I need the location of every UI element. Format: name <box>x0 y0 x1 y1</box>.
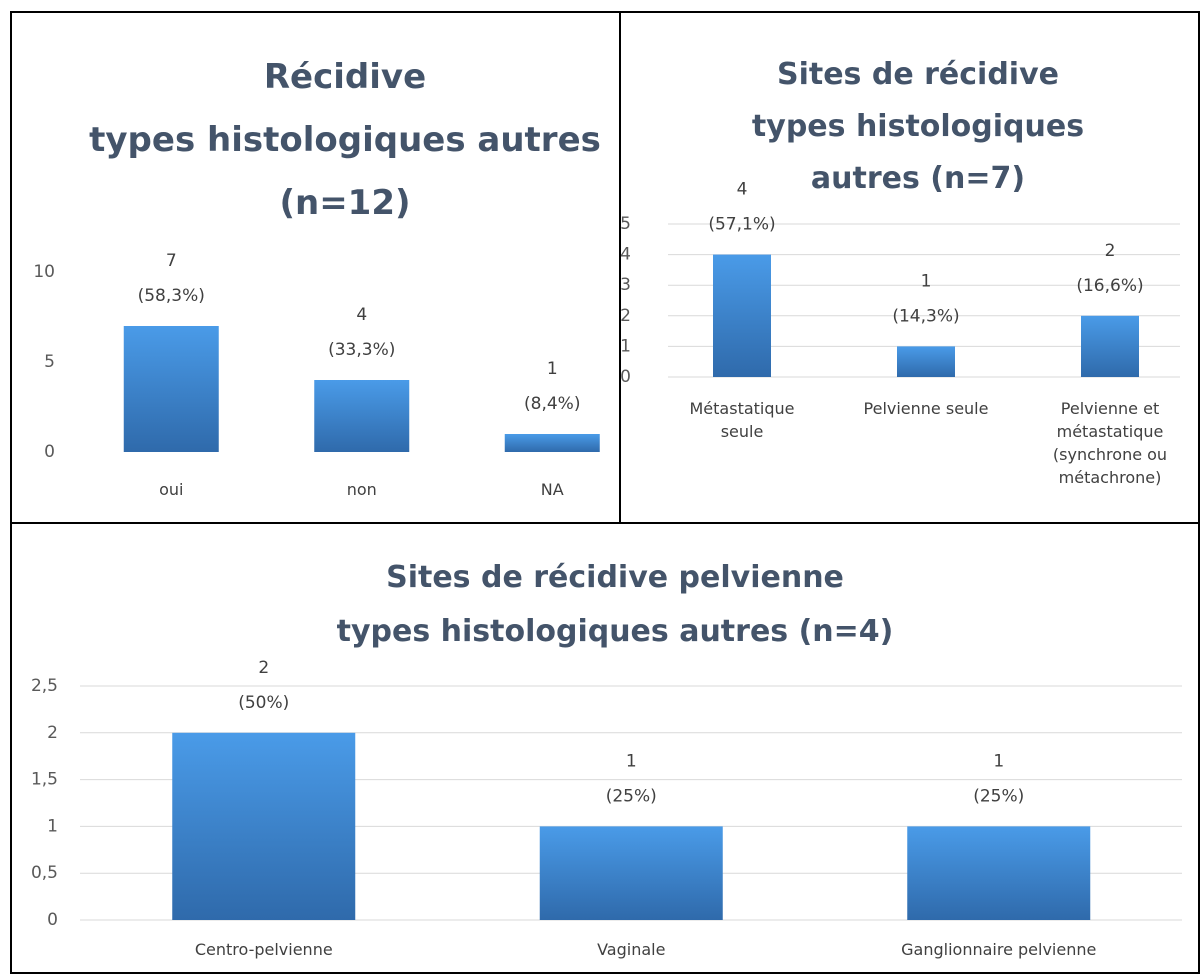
y-tick-label: 5 <box>44 352 55 372</box>
x-tick-label: Pelvienne et métastatique (synchrone ou mét… <box>1053 399 1167 487</box>
x-tick-label: oui <box>159 480 183 499</box>
y-tick-label: 2,5 <box>31 676 58 696</box>
y-tick-label: 3 <box>620 275 631 295</box>
chart-title: Récidive types histologiques autres (n=12) <box>89 57 601 223</box>
panel <box>10 522 1200 974</box>
bar <box>907 826 1091 920</box>
y-tick-label: 10 <box>33 262 55 282</box>
bar <box>123 326 219 452</box>
y-tick-label: 1 <box>47 816 58 836</box>
data-label: 4 (33,3%) <box>328 305 395 360</box>
y-tick-label: 1,5 <box>31 770 58 790</box>
y-tick-label: 5 <box>620 214 631 234</box>
y-tick-label: 0,5 <box>31 863 58 883</box>
x-tick-label: Vaginale <box>597 940 665 959</box>
x-tick-label: NA <box>541 480 564 499</box>
data-label: 2 (16,6%) <box>1076 241 1143 296</box>
x-tick-label: Pelvienne seule <box>864 399 989 418</box>
bar <box>1081 315 1139 377</box>
bar <box>539 826 723 920</box>
y-tick-label: 1 <box>620 336 631 356</box>
x-tick-label: non <box>347 480 377 499</box>
y-tick-label: 2 <box>620 306 631 326</box>
chart-title: Sites de récidive pelvienne types histolo… <box>337 560 894 649</box>
y-tick-label: 2 <box>47 723 58 743</box>
x-tick-label: Métastatique seule <box>690 399 795 441</box>
y-tick-label: 0 <box>620 367 631 387</box>
bar <box>713 254 771 377</box>
bar <box>172 732 356 920</box>
bar <box>897 346 955 377</box>
data-label: 1 (25%) <box>606 751 657 806</box>
y-tick-label: 0 <box>47 910 58 930</box>
x-tick-label: Ganglionnaire pelvienne <box>901 940 1096 959</box>
chart-title: Sites de récidive types histologiques autr… <box>752 57 1084 196</box>
bar <box>504 434 600 452</box>
data-label: 1 (14,3%) <box>892 271 959 326</box>
data-label: 4 (57,1%) <box>708 180 775 235</box>
data-label: 7 (58,3%) <box>138 251 205 306</box>
data-label: 1 (8,4%) <box>524 359 580 414</box>
y-tick-label: 4 <box>620 245 631 265</box>
y-tick-label: 0 <box>44 442 55 462</box>
data-label: 2 (50%) <box>238 658 289 713</box>
bar <box>314 380 410 452</box>
x-tick-label: Centro-pelvienne <box>195 940 333 959</box>
data-label: 1 (25%) <box>973 751 1024 806</box>
